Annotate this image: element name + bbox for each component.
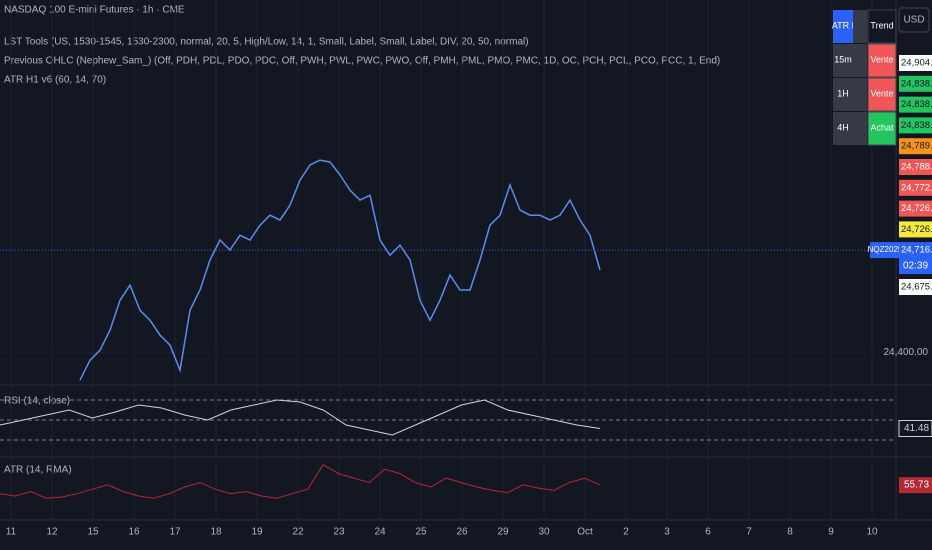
indicator-legend: Previous OHLC (Nephew_Sam_) (Off, PDH, P… (4, 56, 720, 67)
rsi-tag (898, 420, 932, 438)
price-label-tag (899, 159, 932, 175)
x-tick-label: 29 (497, 527, 509, 538)
table-text: Trend (870, 20, 893, 30)
x-tick-label: 12 (46, 527, 58, 538)
price-label: 24,726.50 (901, 203, 932, 214)
x-tick-label: 7 (746, 527, 752, 538)
price-label-tag (899, 200, 932, 217)
price-line (79, 159, 601, 381)
price-label: 24,772.82 (901, 182, 932, 193)
atr-line (0, 464, 601, 499)
price-label: 24,838.25 (901, 120, 932, 131)
price-label-tag (899, 279, 932, 295)
table-cell (833, 10, 853, 43)
rsi-last: 41.48 (904, 423, 929, 434)
rsi-title: RSI (14, close) (4, 396, 70, 407)
x-tick-label: 15 (87, 527, 99, 538)
price-label: 24,675.20 (901, 282, 932, 293)
price-label: 24,716.75 (901, 245, 932, 256)
table-cell (853, 112, 867, 145)
table-cell (853, 78, 867, 111)
x-tick-label: 22 (292, 527, 304, 538)
x-tick-label: 9 (828, 527, 834, 538)
table-text: 1H (837, 88, 849, 98)
x-tick-label: 2 (623, 527, 629, 538)
x-tick-label: 16 (128, 527, 140, 538)
table-cell (853, 44, 867, 77)
price-label: 24,838.25 (901, 78, 932, 89)
table-text: Achat (870, 122, 894, 132)
indicator-legend: LST Tools (US, 1530-1545, 1530-2300, nor… (4, 37, 529, 48)
atr-tag (899, 477, 932, 494)
price-label-tag (899, 117, 932, 134)
price-label-tag (899, 55, 932, 71)
x-tick-label: 17 (169, 527, 181, 538)
table-text: 15m (834, 54, 852, 64)
atr-title: ATR (14, RMA) (4, 465, 72, 476)
price-label-tag (899, 96, 932, 113)
price-label: 24,904.47 (901, 58, 932, 69)
x-tick-label: 24 (374, 527, 386, 538)
countdown-tag (899, 258, 932, 275)
x-tick-label: 8 (787, 527, 793, 538)
x-tick-label: 18 (210, 527, 222, 538)
x-tick-label: 11 (6, 527, 17, 538)
price-label-tag (899, 75, 932, 92)
rsi-line (0, 399, 601, 436)
price-label-tag (899, 179, 932, 196)
price-label-tag (899, 138, 932, 155)
x-tick-label: 30 (538, 527, 550, 538)
chart-title: NASDAQ 100 E-mini Futures · 1h · CME (4, 5, 185, 16)
price-label: 24,789.84 (901, 141, 932, 152)
x-tick-label: Oct (577, 527, 593, 538)
x-tick-label: 10 (866, 527, 878, 538)
table-text: 4H (837, 122, 849, 132)
currency-button[interactable] (898, 7, 930, 33)
price-label: 24,726.11 (901, 224, 932, 235)
price-label: 24,788.40 (901, 162, 932, 173)
price-label: 24,838.25 (901, 99, 932, 110)
x-tick-label: 19 (251, 527, 263, 538)
countdown: 02:39 (903, 261, 928, 272)
table-cell (867, 43, 897, 78)
table-cell (867, 9, 897, 44)
table-cell (833, 78, 853, 111)
price-label-tag (899, 242, 932, 259)
table-cell (867, 111, 897, 146)
symbol-tag (870, 242, 900, 259)
y-tick-label: 24,400.00 (884, 347, 929, 358)
table-text: ATR I (832, 20, 854, 30)
table-text: Vente (870, 88, 893, 98)
x-tick-label: 25 (415, 527, 427, 538)
price-label-tag (899, 221, 932, 238)
x-tick-label: 6 (705, 527, 711, 538)
table-cell (853, 10, 867, 43)
x-tick-label: 3 (664, 527, 670, 538)
indicator-legend: ATR H1 v6 (60, 14, 70) (4, 75, 106, 86)
table-cell (867, 77, 897, 112)
x-tick-label: 26 (456, 527, 468, 538)
currency: USD (903, 15, 924, 26)
x-tick-label: 23 (333, 527, 345, 538)
table-text: Vente (870, 54, 893, 64)
atr-last: 55.73 (904, 480, 929, 491)
symbol-label: NQZ2025 (868, 245, 903, 254)
table-cell (833, 112, 853, 145)
table-cell (833, 44, 853, 77)
